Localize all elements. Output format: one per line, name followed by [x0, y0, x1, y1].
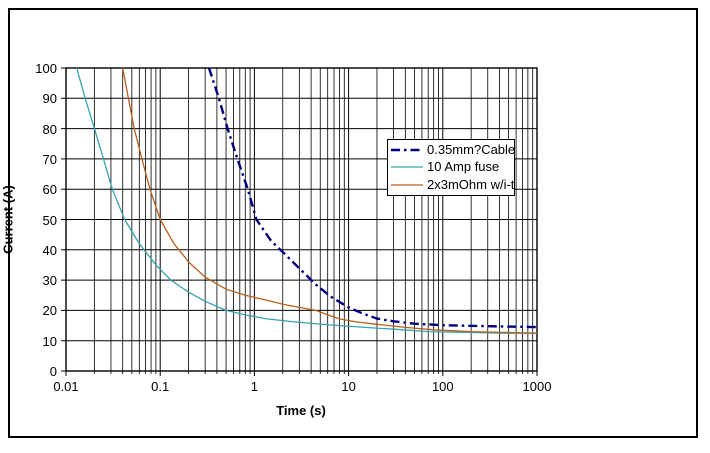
y-tick-label: 0: [49, 364, 57, 379]
y-tick-label: 90: [42, 91, 57, 107]
legend: 0.35mm?Cable 10 Amp fuse 2x3mOhm w/i-t: [387, 139, 515, 196]
x-tick-label: 1: [250, 379, 258, 394]
x-tick-label: 1000: [522, 379, 552, 394]
legend-line-sample: [391, 166, 423, 169]
y-tick-label: 30: [42, 273, 57, 289]
x-tick-label: 10: [341, 379, 356, 394]
y-tick-label: 80: [42, 121, 57, 137]
y-tick-label: 70: [42, 151, 57, 167]
x-tick-label: 0.01: [53, 379, 79, 394]
y-tick-label: 60: [42, 182, 57, 198]
y-tick-label: 40: [42, 242, 57, 258]
y-tick-label: 20: [42, 303, 57, 319]
legend-item: 10 Amp fuse: [390, 159, 512, 175]
series-line: [122, 67, 538, 334]
y-tick-label: 10: [42, 333, 57, 349]
legend-item: 0.35mm?Cable: [390, 141, 516, 158]
series-line: [76, 67, 538, 335]
x-tick-label: 100: [431, 379, 454, 394]
legend-line-sample: [391, 148, 423, 152]
legend-label: 10 Amp fuse: [427, 159, 500, 175]
y-tick-label: 50: [42, 212, 57, 228]
legend-label: 2x3mOhm w/i-t: [427, 177, 515, 193]
y-tick-label: 100: [35, 61, 57, 76]
x-tick-label: 0.1: [151, 379, 170, 394]
x-axis-title: Time (s): [276, 403, 326, 418]
legend-item: 2x3mOhm w/i-t: [390, 177, 515, 193]
y-axis-title: Current (A): [0, 185, 16, 254]
series-line: [207, 67, 538, 329]
legend-label: 0.35mm?Cable: [427, 141, 516, 157]
legend-line-sample: [391, 184, 423, 186]
